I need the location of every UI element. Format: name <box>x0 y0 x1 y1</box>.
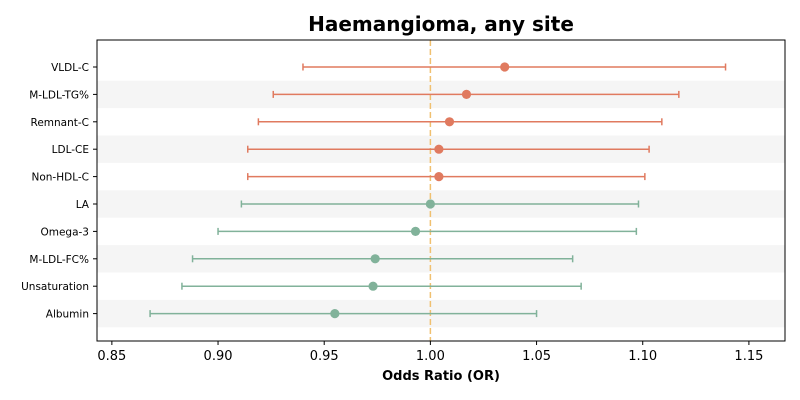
point-estimate <box>370 254 380 264</box>
x-tick-label: 1.05 <box>522 349 551 364</box>
point-estimate <box>444 117 455 127</box>
x-axis-label: Odds Ratio (OR) <box>382 369 500 384</box>
chart-title: Haemangioma, any site <box>308 12 574 36</box>
point-estimate <box>461 89 472 99</box>
x-tick-label: 0.85 <box>97 349 126 364</box>
y-tick-label: M-LDL-FC% <box>29 254 89 266</box>
y-tick-label: VLDL-C <box>51 62 89 74</box>
x-tick-label: 1.10 <box>628 349 657 364</box>
y-tick-label: Non-HDL-C <box>32 172 90 184</box>
x-tick-label: 0.95 <box>310 349 339 364</box>
point-estimate <box>410 226 421 236</box>
y-tick-label: Unsaturation <box>21 281 89 293</box>
point-estimate <box>434 144 444 154</box>
y-tick-label: Omega-3 <box>40 226 89 238</box>
point-estimate <box>368 281 378 291</box>
y-tick-label: LA <box>76 199 90 211</box>
x-tick-label: 1.15 <box>734 349 763 364</box>
point-estimate <box>434 172 444 182</box>
y-axis: VLDL-C M-LDL-TG% Remnant-C LDL-CE Non-HDL-C L… <box>21 62 97 321</box>
point-estimate <box>425 199 435 209</box>
plot-frame <box>96 39 786 342</box>
y-tick-label: LDL-CE <box>52 144 89 156</box>
x-tick-label: 0.90 <box>204 349 233 364</box>
y-tick-label: M-LDL-TG% <box>29 89 89 101</box>
x-tick-label: 1.00 <box>416 349 445 364</box>
y-tick-label: Albumin <box>46 309 89 321</box>
x-axis: 0.85 0.90 0.95 1.00 1.05 1.10 1.15 <box>97 341 763 364</box>
point-estimate <box>500 62 510 72</box>
y-tick-label: Remnant-C <box>31 117 90 129</box>
point-estimate <box>330 309 340 319</box>
data-marks <box>149 62 727 319</box>
